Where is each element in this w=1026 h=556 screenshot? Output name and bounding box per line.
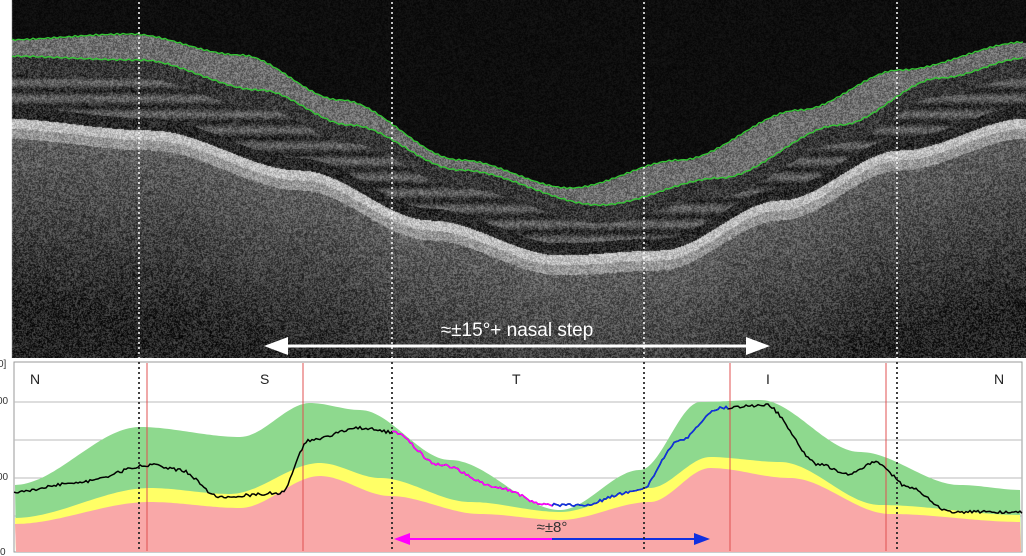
sector-label-temporal: T bbox=[512, 371, 521, 387]
rnfl-profile-highlight-left bbox=[391, 430, 557, 507]
sector-guide-lines bbox=[138, 2, 898, 552]
thickness-plot: N S T I N 0] 00 00 0 ≈±8° bbox=[0, 359, 1023, 556]
highlight-range-arrow bbox=[394, 533, 710, 545]
sector-label-inferior: I bbox=[766, 371, 770, 387]
ilm-segmentation-line bbox=[11, 32, 1024, 190]
rnfl-profile-highlight-right bbox=[551, 405, 729, 508]
sector-label-nasal-right: N bbox=[994, 371, 1004, 387]
sector-label-superior: S bbox=[260, 371, 269, 387]
rnfl-segmentation-line bbox=[11, 54, 1024, 207]
oct-bscan-image bbox=[0, 0, 1026, 358]
abnormal-range-band bbox=[15, 468, 1021, 552]
y-tick-fragment-0: 0 bbox=[0, 547, 6, 556]
sector-boundaries bbox=[146, 363, 887, 551]
y-tick-fragment-100: 00 bbox=[0, 472, 9, 483]
sector-label-nasal-left: N bbox=[30, 371, 40, 387]
scan-range-label: ≈±15°+ nasal step bbox=[441, 320, 594, 341]
highlight-range-label: ≈±8° bbox=[537, 519, 568, 536]
y-tick-fragment-200: 00 bbox=[0, 396, 9, 407]
scan-range-arrow bbox=[264, 337, 770, 355]
y-tick-fragment-top: 0] bbox=[0, 359, 7, 370]
